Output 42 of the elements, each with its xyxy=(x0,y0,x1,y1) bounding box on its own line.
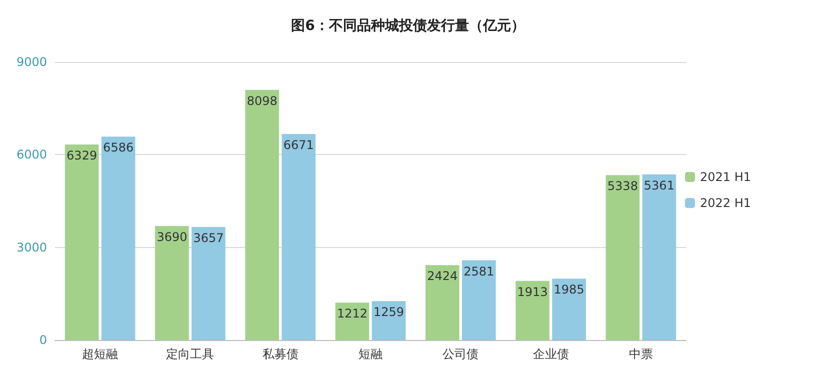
data-label: 1212 xyxy=(336,306,368,321)
bar xyxy=(282,134,316,340)
bar xyxy=(245,90,280,340)
data-label: 1985 xyxy=(554,282,584,297)
data-label: 6586 xyxy=(103,140,134,155)
x-tick-label: 企业债 xyxy=(532,347,569,361)
x-tick-label: 超短融 xyxy=(82,347,118,361)
legend-label: 2022 H1 xyxy=(700,196,752,210)
data-label: 3657 xyxy=(193,231,224,246)
bar xyxy=(642,174,676,340)
x-tick-label: 公司债 xyxy=(442,347,479,361)
data-label: 5338 xyxy=(607,179,638,194)
legend-label: 2021 H1 xyxy=(700,170,752,184)
bar xyxy=(64,144,99,340)
chart-title: 图6：不同品种城投债发行量（亿元） xyxy=(291,18,525,34)
bar xyxy=(192,227,226,340)
data-label: 2581 xyxy=(464,264,494,278)
x-tick-label: 定向工具 xyxy=(166,347,214,361)
bar xyxy=(335,302,370,340)
bar xyxy=(372,301,406,340)
data-label: 6671 xyxy=(283,138,314,152)
bar xyxy=(516,280,550,340)
bar xyxy=(155,226,189,340)
data-label: 8098 xyxy=(246,94,278,108)
y-tick-label: 3000 xyxy=(16,240,47,254)
data-label: 2424 xyxy=(427,269,458,284)
data-label: 1913 xyxy=(517,284,548,299)
data-label: 1259 xyxy=(373,305,404,320)
y-tick-label: 9000 xyxy=(16,55,47,69)
data-label: 5361 xyxy=(644,178,674,192)
bar xyxy=(101,136,136,340)
y-tick-label: 6000 xyxy=(16,148,47,162)
bar xyxy=(552,278,586,340)
data-label: 6329 xyxy=(66,148,98,163)
data-label: 3690 xyxy=(156,230,188,244)
bar xyxy=(425,265,460,340)
x-tick-label: 短融 xyxy=(358,347,382,361)
x-tick-label: 私募债 xyxy=(262,347,298,361)
y-tick-label: 0 xyxy=(39,333,47,347)
bar xyxy=(606,175,640,340)
x-tick-label: 中票 xyxy=(628,347,653,361)
bar xyxy=(462,260,496,340)
